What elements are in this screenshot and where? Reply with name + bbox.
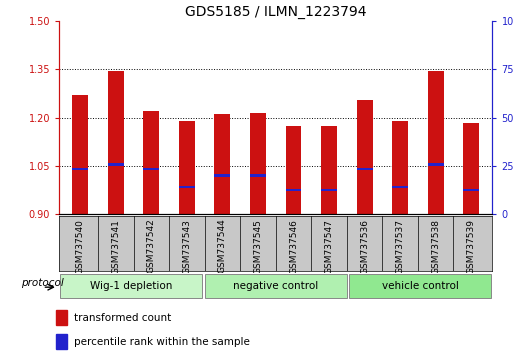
- Bar: [321, 126, 337, 214]
- Text: GSM737543: GSM737543: [183, 219, 191, 274]
- Bar: [72, 95, 88, 214]
- Text: transformed count: transformed count: [74, 313, 171, 323]
- Text: protocol: protocol: [21, 278, 64, 288]
- Bar: [143, 111, 160, 214]
- Text: GSM737539: GSM737539: [467, 219, 476, 274]
- Bar: [357, 100, 372, 214]
- Bar: [179, 121, 195, 214]
- Bar: [428, 71, 444, 214]
- Text: GSM737538: GSM737538: [431, 219, 440, 274]
- Title: GDS5185 / ILMN_1223794: GDS5185 / ILMN_1223794: [185, 5, 366, 19]
- Bar: [321, 189, 337, 192]
- Text: negative control: negative control: [233, 281, 319, 291]
- Text: GSM737536: GSM737536: [360, 219, 369, 274]
- Bar: [205, 274, 347, 298]
- Text: Wig-1 depletion: Wig-1 depletion: [90, 281, 172, 291]
- Bar: [214, 114, 230, 214]
- Bar: [108, 163, 124, 166]
- Bar: [72, 168, 88, 170]
- Bar: [56, 334, 67, 349]
- Text: percentile rank within the sample: percentile rank within the sample: [74, 337, 250, 347]
- Text: GSM737537: GSM737537: [396, 219, 405, 274]
- Text: GSM737547: GSM737547: [325, 219, 333, 274]
- Bar: [286, 126, 302, 214]
- Text: GSM737541: GSM737541: [111, 219, 121, 274]
- Bar: [56, 310, 67, 325]
- Bar: [357, 168, 372, 170]
- Text: GSM737542: GSM737542: [147, 219, 156, 273]
- Bar: [250, 113, 266, 214]
- Bar: [392, 121, 408, 214]
- Bar: [463, 189, 479, 192]
- Bar: [349, 274, 491, 298]
- Text: GSM737546: GSM737546: [289, 219, 298, 274]
- Text: GSM737545: GSM737545: [253, 219, 263, 274]
- Text: GSM737540: GSM737540: [76, 219, 85, 274]
- Bar: [214, 174, 230, 177]
- Bar: [250, 174, 266, 177]
- Text: vehicle control: vehicle control: [382, 281, 459, 291]
- Bar: [428, 163, 444, 166]
- Bar: [179, 185, 195, 188]
- Bar: [286, 189, 302, 192]
- Text: GSM737544: GSM737544: [218, 219, 227, 273]
- Bar: [463, 122, 479, 214]
- Bar: [61, 274, 202, 298]
- Bar: [108, 71, 124, 214]
- Bar: [143, 168, 160, 170]
- Bar: [392, 185, 408, 188]
